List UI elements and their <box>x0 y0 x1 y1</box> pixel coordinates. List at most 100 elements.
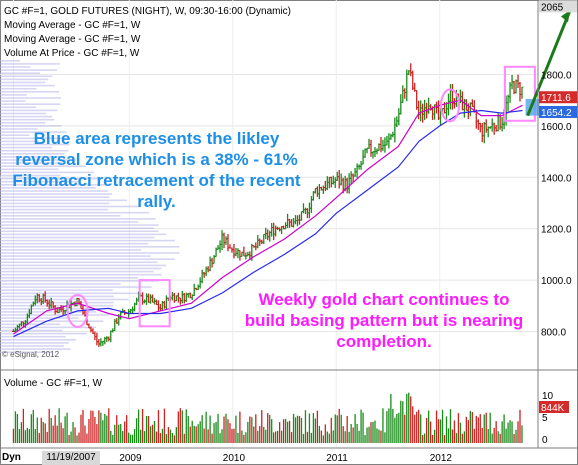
vap-bar <box>0 273 162 276</box>
vap-bar <box>0 115 53 118</box>
cursor-date-box: 11/19/2007 <box>42 451 100 465</box>
basing-pattern-annotation: Weekly gold chart continues to build bas… <box>244 290 524 351</box>
vap-bar <box>0 199 127 202</box>
price-tick-label: 1000.0 <box>541 276 572 287</box>
basing-highlight-1 <box>66 293 89 328</box>
vap-bar <box>0 261 158 264</box>
vap-bar <box>0 224 159 226</box>
vap-bar <box>0 218 156 220</box>
vap-bar <box>0 118 55 121</box>
vap-bar <box>0 304 114 307</box>
vap-bar <box>0 177 101 180</box>
esignal-watermark: © eSignal, 2012 <box>2 350 60 359</box>
vap-bar <box>0 286 152 288</box>
vap-label: Volume At Price - GC #F=1, W <box>4 48 140 59</box>
target-arrow <box>526 9 572 117</box>
vap-bar <box>0 106 37 109</box>
vap-bar <box>0 156 66 158</box>
ma-fast-line <box>13 99 523 335</box>
vap-bar <box>0 208 109 211</box>
vap-bar <box>0 125 62 127</box>
vap-bar <box>0 100 26 102</box>
volume-tag-bg <box>539 401 569 413</box>
vap-bar <box>0 87 37 90</box>
time-tick-label: 2012 <box>430 453 453 464</box>
vap-bar <box>0 63 60 65</box>
vap-bar <box>0 205 140 208</box>
ma-price-tag-bg <box>539 105 577 118</box>
volume-tick-label: 0 <box>542 435 548 446</box>
vap-bar <box>0 149 69 152</box>
vap-bar <box>0 280 159 282</box>
vap-bar <box>0 91 60 93</box>
vap-bar <box>0 292 142 295</box>
vap-bar <box>0 137 69 140</box>
vap-bar <box>0 289 113 291</box>
vap-bar <box>0 345 65 347</box>
price-tick-label: 800.0 <box>541 327 566 338</box>
volume-label: Volume - GC #F=1, W <box>4 378 103 389</box>
ma-slow-label: Moving Average - GC #F=1, W <box>4 34 141 45</box>
vap-bar <box>0 323 61 326</box>
vap-bar <box>0 215 121 217</box>
volume-tick-label: 10 <box>542 391 554 402</box>
vap-bar <box>0 97 62 99</box>
ma-price-tag: 1654.2 <box>541 108 572 119</box>
vap-bar <box>0 242 148 245</box>
basing-highlight-2 <box>138 279 171 328</box>
time-tick-label: 2009 <box>119 453 142 464</box>
fib-zone-annotation: Blue area represents the likley reversal… <box>12 129 301 211</box>
vap-bar <box>0 131 67 133</box>
vap-bar <box>0 230 159 233</box>
ma-fast-label: Moving Average - GC #F=1, W <box>4 20 141 31</box>
vap-bar <box>0 202 110 205</box>
vap-bar <box>0 180 79 183</box>
time-tick-label: 2010 <box>223 453 246 464</box>
vap-bar <box>0 187 96 189</box>
vap-bar <box>0 348 71 350</box>
vap-bar <box>0 103 61 105</box>
vap-bar <box>0 72 40 74</box>
vap-bar <box>0 75 53 78</box>
vap-bar <box>0 311 97 313</box>
vap-bar <box>0 320 104 322</box>
vap-bar <box>0 339 77 341</box>
vap-bar <box>0 66 31 68</box>
vap-bar <box>0 211 150 214</box>
target-arrowhead <box>561 10 570 23</box>
dyn-button[interactable]: Dyn <box>2 452 21 463</box>
vap-bar <box>0 153 65 155</box>
vap-bar <box>0 252 180 254</box>
vap-bar <box>0 326 96 329</box>
vap-bar <box>0 277 139 279</box>
vap-bar <box>0 267 162 270</box>
vap-bar <box>0 283 121 285</box>
vap-bar <box>0 196 110 198</box>
price-tick-label: 1400.0 <box>541 173 572 184</box>
vap-bar <box>0 94 27 96</box>
vap-bar <box>0 193 113 195</box>
vap-bar <box>0 84 55 87</box>
vap-bar <box>0 159 76 161</box>
vap-bar <box>0 60 21 62</box>
vap-bar <box>0 165 86 167</box>
vap-bar <box>0 146 52 149</box>
vap-bar <box>0 190 109 192</box>
vap-bar <box>0 317 79 319</box>
vap-bar <box>0 255 151 257</box>
vap-bar <box>0 171 95 174</box>
vap-bar <box>0 122 46 124</box>
vap-bar <box>0 270 154 273</box>
vap-bar <box>0 140 40 143</box>
vap-bar <box>0 143 70 146</box>
vap-bar <box>0 184 106 186</box>
vap-bar <box>0 168 59 171</box>
vap-bar <box>0 335 66 338</box>
vap-bar <box>0 227 154 229</box>
time-tick-label: 2011 <box>326 453 348 464</box>
vap-bar <box>0 78 49 81</box>
vap-bar <box>0 236 155 239</box>
price-tick-label: 1800.0 <box>541 71 572 82</box>
vap-bar <box>0 314 109 316</box>
